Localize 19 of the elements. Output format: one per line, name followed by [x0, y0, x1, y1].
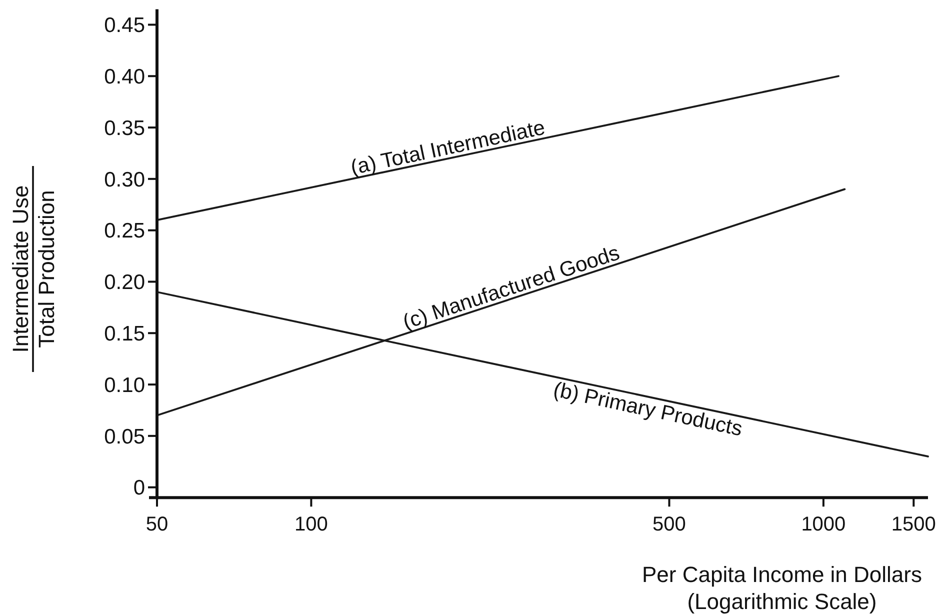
y-tick-label: 0.20	[104, 271, 145, 294]
y-tick-label: 0.35	[104, 116, 145, 140]
y-tick-label: 0	[133, 476, 145, 500]
y-tick-label: 0.30	[104, 168, 145, 192]
x-tick-label: 50	[146, 514, 168, 536]
y-tick-label: 0.05	[104, 425, 145, 448]
y-tick-label: 0.10	[104, 374, 145, 397]
y-axis-title: Intermediate Use Total Production	[8, 185, 59, 353]
x-tick-label: 1500	[891, 514, 936, 536]
y-tick-label: 0.15	[104, 322, 145, 346]
y-tick-label: 0.45	[104, 14, 145, 38]
y-tick-label: 0.25	[104, 220, 145, 243]
x-axis-title: Per Capita Income in Dollars (Logarithmic Scale)	[642, 562, 922, 614]
x-tick-label: 100	[294, 514, 328, 536]
y-tick-label: 0.40	[104, 65, 145, 88]
text: (b) Primary Products	[551, 378, 744, 441]
x-tick-label: 1000	[801, 514, 846, 536]
x-tick-label: 500	[652, 514, 686, 536]
text: (a) Total Intermediate	[348, 116, 548, 180]
